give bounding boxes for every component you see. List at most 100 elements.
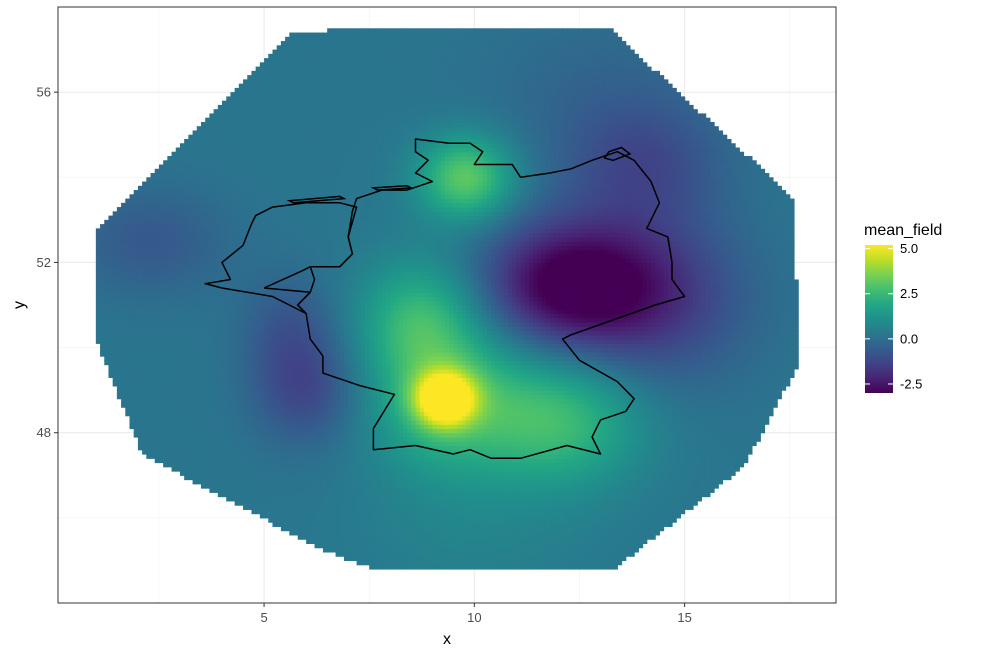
field-cell <box>171 377 177 383</box>
field-cell <box>293 368 299 374</box>
field-cell <box>234 194 240 200</box>
field-cell <box>268 466 274 472</box>
field-cell <box>301 45 307 51</box>
field-cell <box>280 483 286 489</box>
field-cell <box>184 143 189 149</box>
field-cell <box>222 266 227 272</box>
field-cell <box>310 475 316 481</box>
field-cell <box>196 245 202 251</box>
field-cell <box>150 407 156 413</box>
field-cell <box>276 471 282 476</box>
field-cell <box>100 224 105 229</box>
field-cell <box>289 292 295 298</box>
field-cell <box>205 466 210 472</box>
field-cell <box>255 509 261 515</box>
field-cell <box>238 377 244 383</box>
field-cell <box>259 330 265 336</box>
field-cell <box>175 449 181 455</box>
field-cell <box>293 249 299 255</box>
field-cell <box>318 441 324 447</box>
field-cell <box>268 407 274 413</box>
field-cell <box>234 232 240 238</box>
field-cell <box>238 224 244 229</box>
field-cell <box>121 364 126 370</box>
field-cell <box>264 79 269 85</box>
field-cell <box>150 190 156 195</box>
field-cell <box>289 32 295 38</box>
field-cell <box>293 177 299 183</box>
field-cell <box>251 364 257 370</box>
field-cell <box>301 79 307 85</box>
field-cell <box>116 279 122 285</box>
field-cell <box>129 415 135 421</box>
field-cell <box>238 266 244 272</box>
field-cell <box>184 390 189 395</box>
field-cell <box>234 117 240 123</box>
field-cell <box>293 190 299 195</box>
field-cell <box>259 236 265 242</box>
field-cell <box>116 347 122 353</box>
field-cell <box>255 454 261 459</box>
field-cell <box>310 471 316 476</box>
field-cell <box>289 211 295 217</box>
field-cell <box>331 411 337 417</box>
field-cell <box>192 334 198 340</box>
field-cell <box>310 292 316 298</box>
field-cell <box>213 394 219 400</box>
field-cell <box>318 471 324 476</box>
field-cell <box>310 441 316 447</box>
field-cell <box>146 326 152 332</box>
field-cell <box>163 228 168 234</box>
field-cell <box>200 156 206 161</box>
field-cell <box>297 441 303 447</box>
field-cell <box>238 360 244 366</box>
field-cell <box>335 551 341 557</box>
field-cell <box>243 228 248 234</box>
field-cell <box>188 164 194 170</box>
field-cell <box>222 168 227 174</box>
field-cell <box>289 483 295 489</box>
field-cell <box>129 377 135 383</box>
field-cell <box>331 28 337 34</box>
field-cell <box>104 219 110 225</box>
field-cell <box>179 424 185 430</box>
field-cell <box>280 62 286 68</box>
field-cell <box>205 368 210 374</box>
field-cell <box>213 398 219 404</box>
field-cell <box>280 445 286 451</box>
field-cell <box>297 58 303 63</box>
field-cell <box>146 287 152 293</box>
field-cell <box>297 428 303 434</box>
field-cell <box>150 428 156 434</box>
field-cell <box>331 505 337 510</box>
field-cell <box>314 343 320 349</box>
field-cell <box>112 249 118 255</box>
field-cell <box>234 492 240 498</box>
field-cell <box>251 411 257 417</box>
field-cell <box>179 466 185 472</box>
field-cell <box>175 202 181 208</box>
field-cell <box>175 160 181 166</box>
field-cell <box>318 262 324 268</box>
field-cell <box>243 202 248 208</box>
field-cell <box>276 207 282 212</box>
field-cell <box>251 436 257 442</box>
field-cell <box>142 364 147 370</box>
field-cell <box>142 377 147 383</box>
field-cell <box>247 96 253 102</box>
field-cell <box>196 462 202 468</box>
field-cell <box>158 292 164 298</box>
field-cell <box>146 300 152 306</box>
field-cell <box>200 164 206 170</box>
field-cell <box>222 334 227 340</box>
field-cell <box>230 156 236 161</box>
field-cell <box>175 185 181 191</box>
field-cell <box>209 173 215 178</box>
field-cell <box>289 526 295 532</box>
field-cell <box>280 232 286 238</box>
field-cell <box>297 475 303 481</box>
field-cell <box>301 305 307 310</box>
field-cell <box>209 190 215 195</box>
field-cell <box>163 160 168 166</box>
field-cell <box>272 202 278 208</box>
